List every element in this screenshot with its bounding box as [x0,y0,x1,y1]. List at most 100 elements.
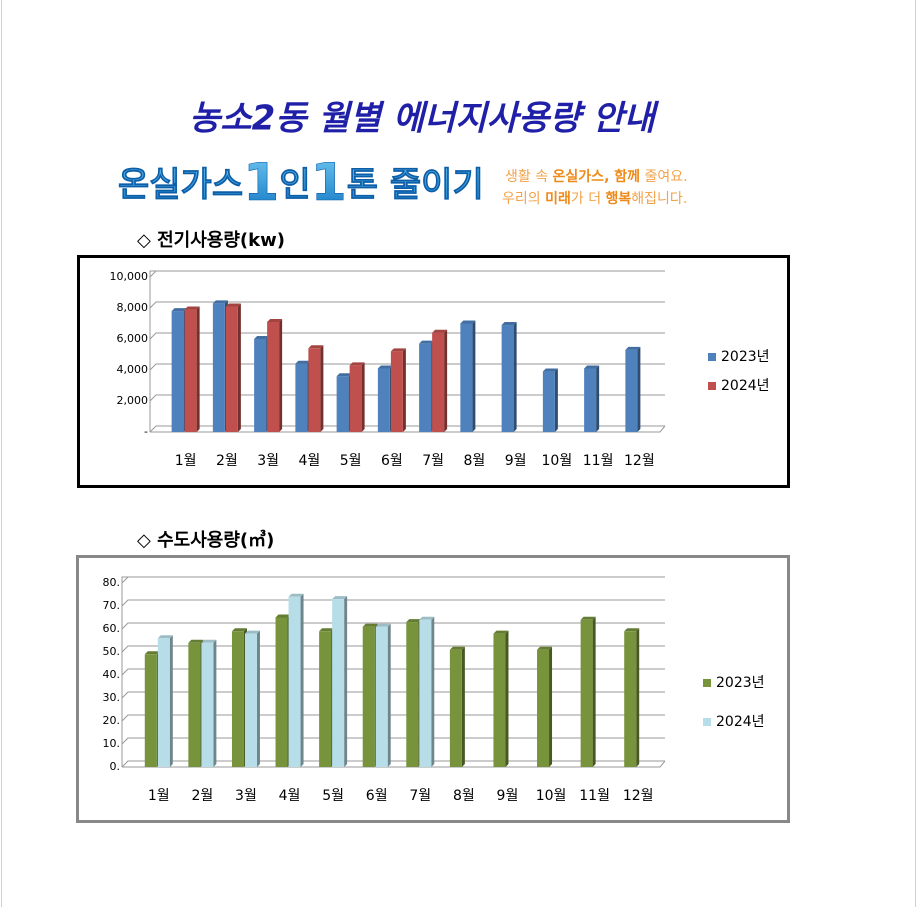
bar-top [275,614,291,618]
bar-top [584,365,600,369]
bar [231,631,244,767]
y-tick-label: 20. [103,714,121,727]
bar [542,371,555,432]
y-tick-label: 8,000 [117,301,149,314]
bar [419,343,432,432]
grid-line [149,332,665,340]
bar [460,323,473,432]
legend-label: 2023년 [721,349,770,365]
grid-line [149,270,665,278]
bar-top [406,619,422,623]
bar [537,649,550,767]
x-tick-label: 7월 [422,453,444,469]
legend-swatch [703,718,711,726]
banner-part: 온실가스 [118,165,243,205]
bar-top [362,623,378,627]
bar [254,339,267,432]
x-tick-label: 4월 [298,453,320,469]
y-tick-label: 40. [103,668,121,681]
bar [349,365,362,432]
bar-top [624,628,640,632]
bar-top [308,345,324,349]
bar-top [295,360,311,364]
bar-side [279,318,283,432]
bar-top [184,306,200,310]
grid-line [149,301,665,309]
x-tick-label: 10월 [542,453,573,469]
bar [580,619,593,767]
bar-top [144,651,160,655]
bar-side [461,646,465,767]
bar-top [288,593,304,597]
legend-swatch [703,679,711,687]
grid-line [121,737,665,745]
bar [184,309,197,432]
slogan-part: 우리의 [502,191,545,207]
y-tick-label: 30. [103,691,121,704]
x-tick-label: 1월 [148,788,170,804]
x-tick-label: 11월 [579,788,610,804]
bar-side [402,348,406,432]
bar-side [300,593,304,767]
banner-part: 톤 줄이기 [347,165,484,205]
bar-side [554,368,558,432]
slogan-part: 미래 [545,191,571,207]
x-tick-label: 2월 [216,453,238,469]
x-tick-label: 8월 [463,453,485,469]
x-tick-label: 3월 [257,453,279,469]
bar-top [336,373,352,377]
bar [449,649,462,767]
bar-top [201,639,217,643]
y-tick-label: - [144,425,148,438]
bar [201,642,214,767]
bar-top [377,365,393,369]
grid-line [121,714,665,722]
bar [288,596,301,767]
bar-side [637,346,641,432]
x-tick-label: 8월 [453,788,475,804]
x-tick-label: 2월 [191,788,213,804]
bar-side [196,306,200,432]
grid-line [121,691,665,699]
bar [584,368,597,432]
bar [171,311,184,432]
bar-side [237,303,241,432]
bar [188,642,201,767]
bar-top [319,628,335,632]
bar [406,622,419,767]
bar [225,306,238,432]
x-tick-label: 6월 [381,453,403,469]
x-tick-label: 10월 [536,788,567,804]
grid-line [121,622,665,630]
bar-top [332,596,348,600]
x-tick-label: 9월 [505,453,527,469]
chart-title: ◇ 전기사용량(kw) [137,230,285,251]
y-tick-label: 50. [103,645,121,658]
bar-top [349,362,365,366]
bar [362,626,375,767]
bar-top [225,303,241,307]
bar-side [505,630,509,767]
grid-line [121,599,665,607]
legend-swatch [708,382,716,390]
x-tick-label: 7월 [409,788,431,804]
bar-side [361,362,365,432]
slogan-part: 생활 속 [505,169,553,185]
bar [377,368,390,432]
slogan-part: 행복 [606,191,632,207]
floor [122,760,666,768]
y-tick-label: 0. [110,760,121,773]
bar-top [493,630,509,634]
bar-top [212,300,228,304]
bar [493,633,506,767]
bar [295,363,308,432]
bar-top [625,346,641,350]
bar [144,654,157,767]
x-tick-label: 12월 [624,453,655,469]
bar [267,321,280,432]
bar [308,348,321,432]
x-tick-label: 6월 [366,788,388,804]
bar [624,631,637,767]
bar [332,599,345,767]
